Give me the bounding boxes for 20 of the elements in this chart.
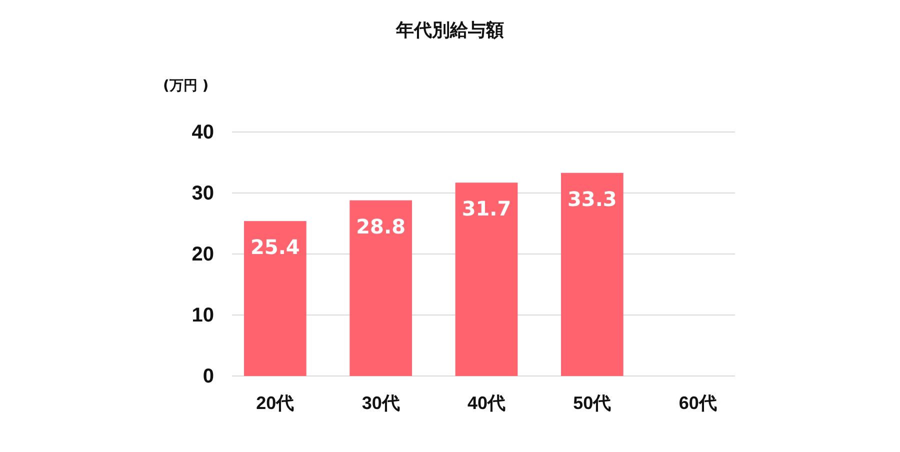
data-label: 25.4 [250, 235, 300, 260]
x-tick-label: 30代 [362, 392, 400, 413]
data-label: 28.8 [356, 214, 406, 238]
data-label: 33.3 [567, 186, 617, 211]
y-tick-label: 30 [192, 182, 214, 204]
y-axis-title: (万円 ) [163, 78, 209, 94]
chart-title: 年代別給与額 [395, 20, 504, 41]
x-tick-label: 60代 [678, 392, 717, 413]
y-tick-label: 10 [192, 304, 214, 326]
x-tick-label: 50代 [573, 392, 612, 413]
y-tick-label: 0 [202, 365, 214, 388]
bar [560, 172, 624, 376]
bar [455, 182, 518, 376]
data-label: 31.7 [462, 196, 512, 221]
y-tick-label: 20 [192, 243, 214, 266]
x-tick-label: 40代 [467, 392, 506, 413]
y-tick-label: 40 [192, 121, 214, 144]
bar [350, 200, 412, 376]
x-tick-label: 20代 [256, 392, 294, 413]
bar [244, 221, 306, 376]
